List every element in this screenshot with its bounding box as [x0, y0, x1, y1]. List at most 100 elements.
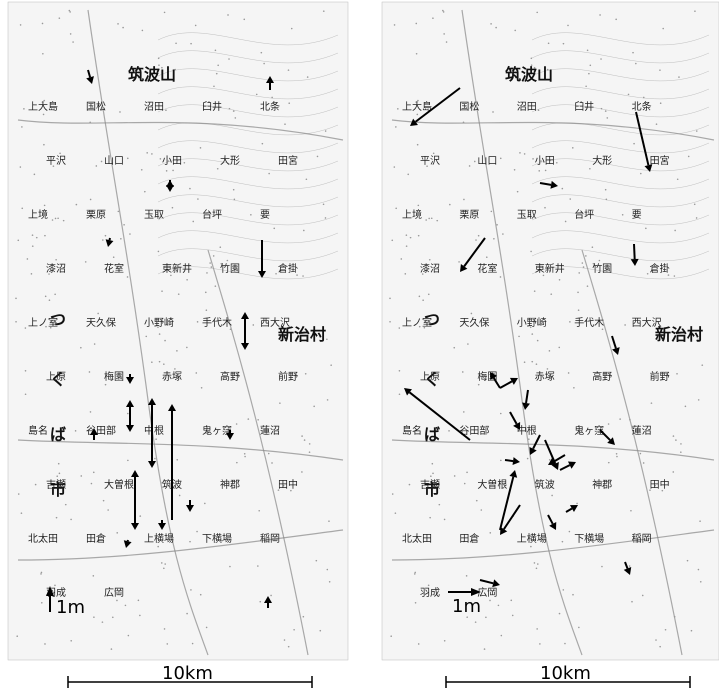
map-dot	[44, 643, 46, 645]
map-dot	[125, 605, 127, 607]
map-dot	[572, 147, 574, 149]
map-dot	[32, 245, 34, 247]
map-dot	[531, 57, 533, 59]
map-dot	[462, 371, 464, 373]
map-dot	[444, 519, 446, 521]
city-char-3: ば	[50, 425, 66, 444]
map-dot	[216, 73, 218, 75]
place-label: 漆沼	[46, 262, 66, 275]
place-label: 台坪	[574, 208, 594, 221]
map-dot	[578, 627, 580, 629]
map-dot	[694, 203, 696, 205]
map-dot	[419, 296, 421, 298]
map-dot	[592, 246, 594, 248]
map-dot	[161, 562, 163, 564]
map-dot	[674, 230, 676, 232]
scale-bar-left: 10km	[68, 663, 312, 688]
map-dot	[632, 52, 634, 54]
place-label: 栗原	[86, 209, 106, 221]
place-label: 蓮沼	[632, 424, 652, 437]
map-dot	[227, 260, 229, 262]
map-dot	[397, 108, 399, 110]
map-dot	[158, 57, 160, 59]
map-dot	[91, 483, 93, 485]
map-dot	[406, 234, 408, 236]
map-dot	[524, 361, 526, 363]
map-dot	[469, 165, 471, 167]
map-dot	[615, 19, 617, 21]
map-dot	[418, 643, 420, 645]
place-label: 大形	[592, 154, 612, 167]
map-dot	[464, 483, 466, 485]
map-dot	[414, 572, 416, 574]
map-dot	[190, 43, 192, 45]
map-dot	[407, 174, 409, 176]
place-label: 高野	[220, 370, 240, 383]
map-dot	[631, 601, 633, 603]
scale-label: 10km	[162, 663, 213, 684]
map-dot	[76, 204, 78, 206]
map-dot	[532, 158, 534, 160]
place-label: 島名	[402, 424, 422, 437]
map-dot	[619, 418, 621, 420]
map-dot	[36, 237, 38, 239]
map-dot	[556, 162, 558, 164]
place-label: 漆沼	[420, 262, 440, 275]
map-dot	[234, 199, 236, 201]
map-dot	[94, 343, 96, 345]
place-label: 北太田	[28, 532, 58, 545]
map-dot	[250, 214, 252, 216]
map-dot	[206, 272, 208, 274]
map-dot	[189, 541, 191, 543]
map-dot	[59, 473, 61, 475]
place-label: 花室	[477, 262, 497, 275]
map-dot	[105, 384, 107, 386]
map-dot	[643, 462, 645, 464]
map-dot	[605, 189, 607, 191]
map-dot	[151, 361, 153, 363]
map-dot	[111, 648, 113, 650]
map-dot	[677, 178, 679, 180]
map-dot	[21, 512, 23, 514]
map-dot	[268, 173, 270, 175]
map-dot	[45, 296, 47, 298]
place-label: 上原	[46, 371, 66, 383]
place-label: 平沢	[46, 154, 66, 167]
map-dot	[257, 565, 259, 567]
map-dot	[536, 363, 538, 365]
map-dot	[172, 207, 174, 209]
place-label: 北条	[260, 100, 280, 113]
map-dot	[524, 153, 526, 155]
place-label: 羽成	[420, 587, 440, 599]
map-dot	[422, 299, 424, 301]
map-dot	[192, 221, 194, 223]
map-dot	[217, 64, 219, 66]
map-dot	[601, 566, 603, 568]
map-dot	[489, 600, 491, 602]
map-dot	[466, 472, 468, 474]
place-label: 台坪	[202, 208, 222, 221]
map-dot	[428, 585, 430, 587]
map-dot	[536, 12, 538, 14]
map-dot	[233, 110, 235, 112]
map-dot	[498, 605, 500, 607]
map-dot	[431, 217, 433, 219]
map-dot	[691, 630, 693, 632]
map-dot	[662, 28, 664, 30]
map-dot	[161, 290, 163, 292]
place-label: 広岡	[104, 586, 124, 599]
map-dot	[325, 130, 327, 132]
map-dot	[176, 459, 178, 461]
map-dot	[489, 532, 491, 534]
map-dot	[578, 272, 580, 274]
map-dot	[458, 261, 460, 263]
map-dot	[105, 235, 107, 237]
map-dot	[155, 438, 157, 440]
map-dot	[474, 161, 476, 163]
map-dot	[174, 368, 176, 370]
map-dot	[676, 373, 678, 375]
map-dot	[279, 402, 281, 404]
map-dot	[145, 336, 147, 338]
map-dot	[184, 162, 186, 164]
